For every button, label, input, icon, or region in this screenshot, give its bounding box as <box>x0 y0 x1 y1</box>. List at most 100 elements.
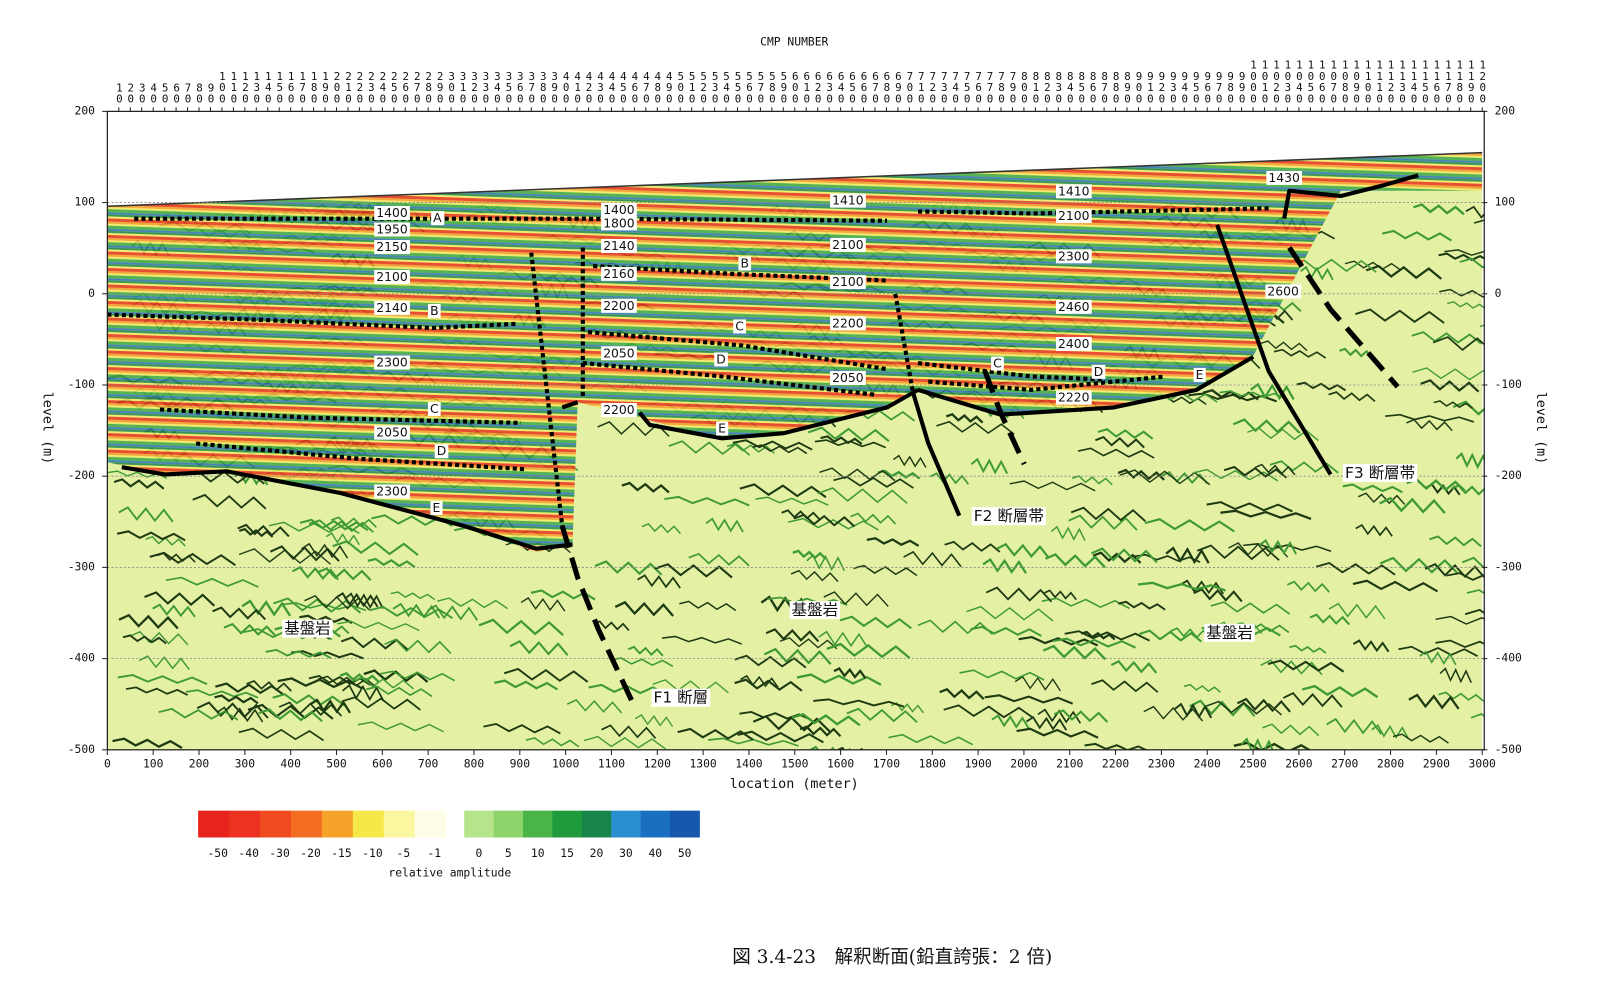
annotation-label: 1800 <box>603 216 635 230</box>
texture-stroke <box>337 620 420 632</box>
texture-stroke <box>1090 547 1158 564</box>
cmp-tick-label: 1050 <box>1304 58 1317 104</box>
annotation: 2140 <box>601 239 637 253</box>
cmp-tick-label: 1100 <box>1362 58 1375 104</box>
texture-stroke <box>1371 724 1410 739</box>
texture-stroke <box>996 542 1050 559</box>
texture-stroke <box>158 707 239 721</box>
cmp-tick-label: 240 <box>376 70 389 104</box>
texture-stroke <box>593 620 630 632</box>
texture-stroke <box>817 487 908 504</box>
cmp-tick-label: 870 <box>1098 70 1111 104</box>
cmp-tick-label: 1170 <box>1442 58 1455 104</box>
horizon-d <box>582 360 878 398</box>
cmp-tick-label: 610 <box>800 70 813 104</box>
colorbar-segment <box>321 810 354 838</box>
annotation-label: B <box>430 304 438 318</box>
texture-stroke <box>826 642 911 659</box>
texture-stroke <box>130 630 189 646</box>
cmp-tick-label: 930 <box>1167 70 1180 104</box>
y-axis-label: level (m) <box>40 392 55 465</box>
y-tick-label-right: 200 <box>1495 103 1516 117</box>
texture-stroke <box>661 635 743 645</box>
annotation-bg <box>434 444 449 459</box>
annotation-bg <box>374 240 410 255</box>
texture-stroke <box>739 483 827 499</box>
annotation-bg <box>374 425 410 440</box>
annotation-label: F3 断層帯 <box>1345 464 1415 482</box>
x-tick-label: 2500 <box>1239 756 1266 770</box>
seismic-image <box>107 111 1485 750</box>
horizon-d <box>928 374 1166 392</box>
annotation-label: 2200 <box>603 403 635 417</box>
x-tick-label: 900 <box>510 756 531 770</box>
texture-stroke <box>1052 637 1136 649</box>
colorbar-segment <box>383 810 416 838</box>
texture-stroke <box>1259 538 1297 555</box>
texture-stroke <box>299 614 353 625</box>
cmp-tick-label: 110 <box>227 70 240 104</box>
texture-stroke <box>1328 391 1376 403</box>
annotation: C <box>733 319 746 334</box>
texture-stroke <box>118 506 174 523</box>
texture-stroke <box>740 674 779 688</box>
annotation: 2150 <box>374 240 410 255</box>
texture-stroke <box>1435 639 1485 649</box>
annotation-bg <box>1055 249 1092 264</box>
texture-stroke <box>1092 551 1142 564</box>
x-tick-label: 3000 <box>1469 756 1496 770</box>
texture-stroke <box>621 481 670 494</box>
texture-stroke <box>238 527 274 538</box>
annotation-label: C <box>735 319 744 333</box>
texture-stroke <box>1205 700 1282 716</box>
texture-stroke <box>483 722 561 735</box>
y-tick-label-right: -200 <box>1495 468 1522 482</box>
cmp-tick-label: 970 <box>1213 70 1226 104</box>
cmp-tick-label: 20 <box>124 81 137 104</box>
annotation-label: 基盤岩 <box>792 601 838 619</box>
texture-stroke <box>1459 257 1485 269</box>
texture-stroke <box>1183 683 1222 693</box>
texture-stroke <box>1432 336 1485 351</box>
texture-stroke <box>1273 348 1327 359</box>
texture-stroke <box>888 733 974 746</box>
cmp-tick-label: 1190 <box>1465 58 1478 104</box>
cmp-tick-label: 370 <box>525 70 538 104</box>
texture-stroke <box>1419 650 1457 666</box>
cmp-tick-label: 620 <box>812 70 825 104</box>
annotation-bg <box>1266 170 1303 185</box>
cmp-tick-label: 950 <box>1190 70 1203 104</box>
horizon-d <box>195 441 527 472</box>
texture-stroke <box>1424 562 1485 579</box>
texture-stroke <box>966 605 1054 622</box>
y-tick-label: -500 <box>68 742 95 756</box>
texture-stroke <box>1170 627 1211 640</box>
cmp-tick-label: 70 <box>182 81 195 104</box>
texture-stroke <box>917 619 994 635</box>
y-tick-label: 0 <box>88 286 95 300</box>
annotation: 2220 <box>1055 390 1092 405</box>
fault-f1 <box>559 525 637 708</box>
annotation-label: E <box>432 501 440 515</box>
fault-f1 <box>529 252 565 527</box>
cmp-tick-label: 1120 <box>1385 58 1398 104</box>
annotation: 2460 <box>1055 299 1092 314</box>
texture-stroke <box>654 563 733 579</box>
texture-stroke <box>850 512 897 525</box>
texture-stroke <box>330 516 377 528</box>
annotation-bg <box>431 211 445 226</box>
texture-stroke <box>734 678 803 692</box>
texture-stroke <box>944 540 1001 553</box>
texture-stroke <box>614 600 674 617</box>
cmp-tick-label: 260 <box>399 70 412 104</box>
texture-stroke <box>819 467 896 482</box>
colorbar-tick-label: -1 <box>427 846 441 860</box>
annotation-bg <box>282 619 333 638</box>
texture-stroke <box>627 645 664 657</box>
texture-stroke <box>818 630 868 648</box>
cmp-tick-label: 10 <box>113 81 126 104</box>
cmp-tick-label: 30 <box>136 81 149 104</box>
texture-stroke <box>1455 452 1485 470</box>
cmp-tick-label: 1080 <box>1339 58 1352 104</box>
texture-stroke <box>1068 514 1138 531</box>
